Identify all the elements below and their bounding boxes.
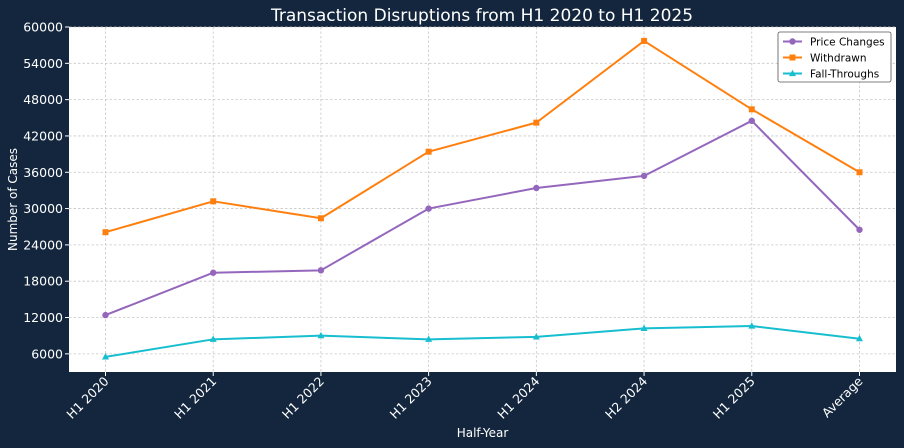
data-point-fall-throughs (102, 353, 109, 360)
data-point-withdrawn (425, 148, 432, 155)
y-tick-label: 6000 (31, 346, 63, 361)
data-point-fall-throughs (317, 331, 325, 339)
y-tick-label: 54000 (23, 56, 63, 71)
x-tick-label: H1 2020 (63, 373, 111, 421)
data-point-fall-throughs (748, 322, 756, 329)
y-tick-label: 24000 (23, 237, 63, 252)
data-point-fall-throughs (532, 333, 540, 340)
x-tick-label: H1 2023 (387, 374, 435, 422)
data-point-withdrawn (533, 119, 540, 126)
data-point-price-changes (317, 267, 325, 274)
x-tick-label: H1 2024 (494, 373, 542, 421)
legend-label-fall-throughs: Fall-Throughs (810, 69, 879, 81)
y-tick-label: 12000 (23, 310, 63, 325)
y-tick-label: 42000 (23, 128, 63, 143)
y-axis-ticks: 6000 12000 18000 24000 30000 36000 42000 48000 5… (23, 20, 69, 361)
x-axis-ticks: H1 2020 H1 2021 H1 2022 H1 2023 H1 2024 H2 20… (63, 372, 866, 422)
legend-marker-withdrawn (789, 54, 796, 61)
series-line-fall-throughs (105, 325, 860, 358)
series-line-price-changes (105, 119, 861, 317)
plot-area (69, 27, 896, 372)
data-point-withdrawn (641, 37, 648, 44)
y-tick-label: 60000 (23, 20, 63, 35)
y-axis-label: Number of Cases (6, 148, 20, 251)
x-tick-label: H2 2024 (602, 373, 650, 421)
x-axis-label: Half-Year (457, 426, 509, 440)
data-point-price-changes (210, 269, 217, 276)
data-point-withdrawn (102, 229, 109, 236)
x-tick-label: Average (819, 373, 866, 420)
data-point-withdrawn (210, 198, 217, 205)
data-point-fall-throughs (209, 335, 217, 342)
y-tick-label: 36000 (23, 165, 63, 180)
series-withdrawn (102, 37, 863, 236)
series-fall-throughs (102, 322, 863, 360)
legend-marker-fall-throughs (789, 69, 796, 77)
data-point-price-changes (640, 172, 648, 180)
data-point-price-changes (533, 184, 540, 192)
legend-label-withdrawn: Withdrawn (810, 53, 867, 65)
x-tick-label: H1 2021 (171, 374, 219, 422)
data-point-price-changes (856, 226, 863, 233)
chart-title: Transaction Disruptions from H1 2020 to … (270, 6, 693, 26)
y-tick-label: 18000 (23, 274, 63, 289)
x-tick-label: H1 2022 (279, 374, 327, 422)
data-point-withdrawn (317, 215, 324, 222)
data-point-withdrawn (856, 169, 863, 176)
data-point-fall-throughs (425, 335, 433, 342)
data-point-fall-throughs (640, 324, 648, 332)
series-price-changes (102, 117, 863, 319)
legend-label-price-changes: Price Changes (810, 37, 885, 49)
y-tick-label: 30000 (23, 201, 63, 216)
data-point-withdrawn (748, 106, 755, 113)
data-point-price-changes (102, 311, 109, 319)
grid-lines (69, 26, 896, 372)
x-tick-label: H1 2025 (710, 374, 758, 422)
series-layer (102, 37, 863, 360)
legend-box (777, 31, 892, 83)
y-tick-label: 48000 (23, 92, 63, 107)
series-line-withdrawn (105, 39, 861, 234)
legend-marker-price-changes (789, 38, 796, 45)
data-point-price-changes (425, 205, 432, 212)
data-point-fall-throughs (856, 334, 863, 342)
data-point-price-changes (748, 117, 755, 125)
legend: Price Changes Withdrawn Fall-Throughs (777, 31, 892, 83)
